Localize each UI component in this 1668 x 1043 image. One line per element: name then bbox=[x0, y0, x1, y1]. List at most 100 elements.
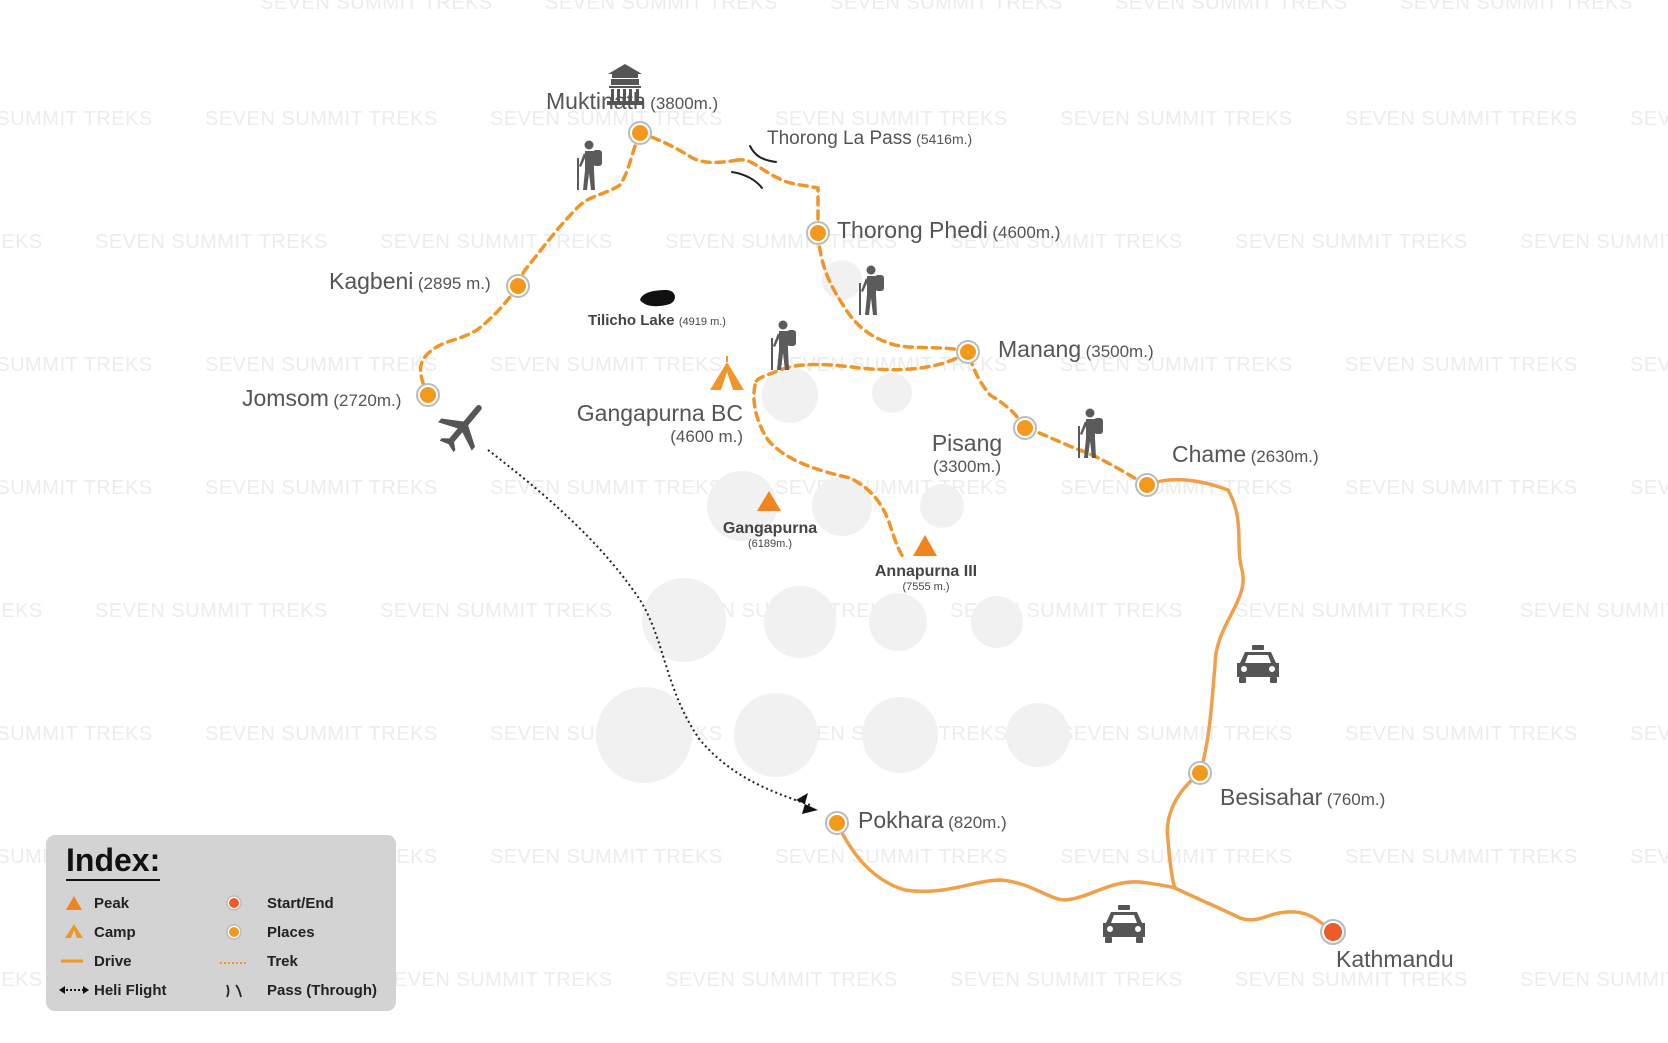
marker-muktinath bbox=[628, 121, 652, 145]
trek-kagbeni-jomsom bbox=[418, 284, 520, 397]
watermark-text: SEVEN SUMMIT TREKS bbox=[665, 231, 898, 253]
heli-arrow-head-icon bbox=[796, 793, 818, 814]
legend-heli-flight-label: Heli Flight bbox=[94, 982, 167, 999]
pass-icon bbox=[226, 984, 242, 998]
drive-line-icon bbox=[61, 959, 83, 963]
peak-triangle-icon bbox=[757, 491, 937, 556]
place-name: Gangapurna bbox=[722, 520, 818, 537]
label-kathmandu: Kathmandu bbox=[1336, 946, 1454, 973]
watermark-text: SEVEN SUMMIT TREKS bbox=[1235, 969, 1468, 991]
place-elevation: (3300m.) bbox=[932, 457, 1002, 476]
marker-kathmandu bbox=[1320, 919, 1346, 945]
label-muktinath: Muktinath (3800m.) bbox=[546, 88, 718, 115]
place-name: Gangapurna BC bbox=[576, 400, 743, 426]
place-name: Chame bbox=[1172, 441, 1247, 467]
heli-flight-line-icon bbox=[59, 986, 89, 994]
background-circles bbox=[596, 260, 1070, 783]
watermark-text: SEVEN SUMMIT TREKS bbox=[545, 0, 778, 14]
watermark-text: SEVEN SUMMIT TREKS bbox=[1630, 108, 1668, 130]
legend-title: Index: bbox=[66, 841, 161, 881]
watermark-text: SEVEN SUMMIT TREKS bbox=[0, 354, 153, 376]
drive-chame-besisahar bbox=[1145, 477, 1245, 775]
watermark-text: SEVEN SUMMIT TREKS bbox=[1060, 723, 1293, 745]
drive-besisahar-junction bbox=[1165, 771, 1202, 890]
watermark-text: SEVEN SUMMIT TREKS bbox=[0, 108, 153, 130]
watermark-text: SEVEN SUMMIT TREKS bbox=[490, 846, 723, 868]
label-annapurna-iii: Annapurna III (7555 m.) bbox=[868, 563, 984, 593]
label-thorong-la: Thorong La Pass (5416m.) bbox=[767, 128, 972, 150]
marker-pisang bbox=[1013, 416, 1037, 440]
watermark-text: SEVEN SUMMIT TREKS bbox=[0, 969, 43, 991]
watermark-text: SEVEN SUMMIT TREKS bbox=[1345, 477, 1578, 499]
watermark-text: SEVEN SUMMIT TREKS bbox=[0, 723, 153, 745]
legend-start-end-label: Start/End bbox=[267, 895, 334, 912]
place-elevation: (4919 m.) bbox=[678, 316, 726, 328]
watermark-text: SEVEN SUMMIT TREKS bbox=[1060, 846, 1293, 868]
label-jomsom: Jomsom (2720m.) bbox=[242, 385, 401, 412]
watermark-text: SEVEN SUMMIT TREKS bbox=[490, 354, 723, 376]
watermark-text: SEVEN SUMMIT TREKS bbox=[665, 969, 898, 991]
watermark-text: SEVEN SUMMIT TREKS bbox=[1345, 108, 1578, 130]
trek-pisang-manang bbox=[966, 350, 1027, 430]
watermark-text: SEVEN SUMMIT TREKS bbox=[1630, 354, 1668, 376]
place-elevation: (3500m.) bbox=[1085, 342, 1154, 361]
marker-thorong-phedi bbox=[806, 221, 830, 245]
watermark-text: SEVEN SUMMIT TREKS bbox=[205, 354, 438, 376]
place-elevation: (2630m.) bbox=[1250, 447, 1319, 466]
drive-junction-kathmandu bbox=[1173, 886, 1335, 934]
legend-pass-label: Pass (Through) bbox=[267, 982, 378, 999]
trek-muktinath-kagbeni bbox=[516, 131, 642, 288]
watermark-text: SEVEN SUMMIT TREKS bbox=[490, 477, 723, 499]
monastery-icon bbox=[607, 64, 643, 105]
lake-icon bbox=[640, 290, 675, 307]
marker-manang bbox=[956, 340, 980, 364]
watermark-text: SEVEN SUMMIT TREKS bbox=[775, 108, 1008, 130]
place-name: Thorong Phedi bbox=[837, 217, 988, 243]
watermark-text: SEVEN SUMMIT TREKS bbox=[260, 0, 493, 14]
trek-manang-gangapurna-bc bbox=[753, 350, 970, 387]
peak-triangle-icon bbox=[66, 896, 82, 910]
camp-tent-icon bbox=[65, 924, 83, 938]
watermark-text: SEVEN SUMMIT TREKS bbox=[1060, 354, 1293, 376]
place-markers bbox=[416, 121, 1346, 945]
label-pisang: Pisang (3300m.) bbox=[926, 430, 1008, 477]
watermark-text: SEVEN SUMMIT TREKS bbox=[490, 108, 723, 130]
place-elevation: (4600 m.) bbox=[670, 427, 743, 446]
watermark-text: SEVEN SUMMIT TREKS bbox=[0, 600, 43, 622]
marker-besisahar bbox=[1188, 761, 1212, 785]
trek-bc-annapurna3 bbox=[752, 383, 907, 562]
label-manang: Manang (3500m.) bbox=[998, 336, 1154, 363]
trek-manang-phedi bbox=[816, 231, 970, 354]
label-pokhara: Pokhara (820m.) bbox=[858, 807, 1007, 834]
watermark-text: SEVEN SUMMIT TREKS bbox=[1630, 477, 1668, 499]
watermark-text: SEVEN SUMMIT TREKS bbox=[205, 477, 438, 499]
legend-places-label: Places bbox=[267, 924, 315, 941]
camp-tent-icon bbox=[710, 356, 744, 390]
start-end-dot-icon bbox=[226, 895, 242, 911]
marker-kagbeni bbox=[506, 274, 530, 298]
label-gangapurna: Gangapurna (6189m.) bbox=[715, 520, 825, 550]
place-name: Jomsom bbox=[242, 385, 329, 411]
label-kagbeni: Kagbeni (2895 m.) bbox=[329, 268, 491, 295]
place-name: Annapurna III bbox=[874, 563, 978, 580]
watermark-text: SEVEN SUMMIT TREKS bbox=[1345, 723, 1578, 745]
watermark-text: SEVEN SUMMIT TREKS bbox=[1520, 969, 1668, 991]
watermark-text: SEVEN SUMMIT TREKS bbox=[1630, 723, 1668, 745]
place-name: Kagbeni bbox=[329, 268, 414, 294]
place-elevation: (3800m.) bbox=[650, 94, 719, 113]
watermark-text: SEVEN SUMMIT TREKS bbox=[950, 231, 1183, 253]
trek-line-icon bbox=[220, 962, 248, 964]
place-elevation: (6189m.) bbox=[747, 538, 793, 550]
watermark-text: SEVEN SUMMIT TREKS bbox=[0, 477, 153, 499]
place-name: Manang bbox=[998, 336, 1082, 362]
place-dot-icon bbox=[226, 924, 242, 940]
watermark-text: SEVEN SUMMIT TREKS bbox=[0, 231, 43, 253]
watermark-text: SEVEN SUMMIT TREKS bbox=[380, 969, 613, 991]
place-name: Tilicho Lake bbox=[588, 312, 675, 329]
watermark-text: SEVEN SUMMIT TREKS bbox=[1235, 231, 1468, 253]
place-elevation: (760m.) bbox=[1326, 790, 1386, 809]
place-name: Pokhara bbox=[858, 807, 944, 833]
watermark-text: SEVEN SUMMIT TREKS bbox=[95, 600, 328, 622]
place-name: Muktinath bbox=[546, 88, 646, 114]
watermark-text: SEVEN SUMMIT TREKS bbox=[1235, 600, 1468, 622]
